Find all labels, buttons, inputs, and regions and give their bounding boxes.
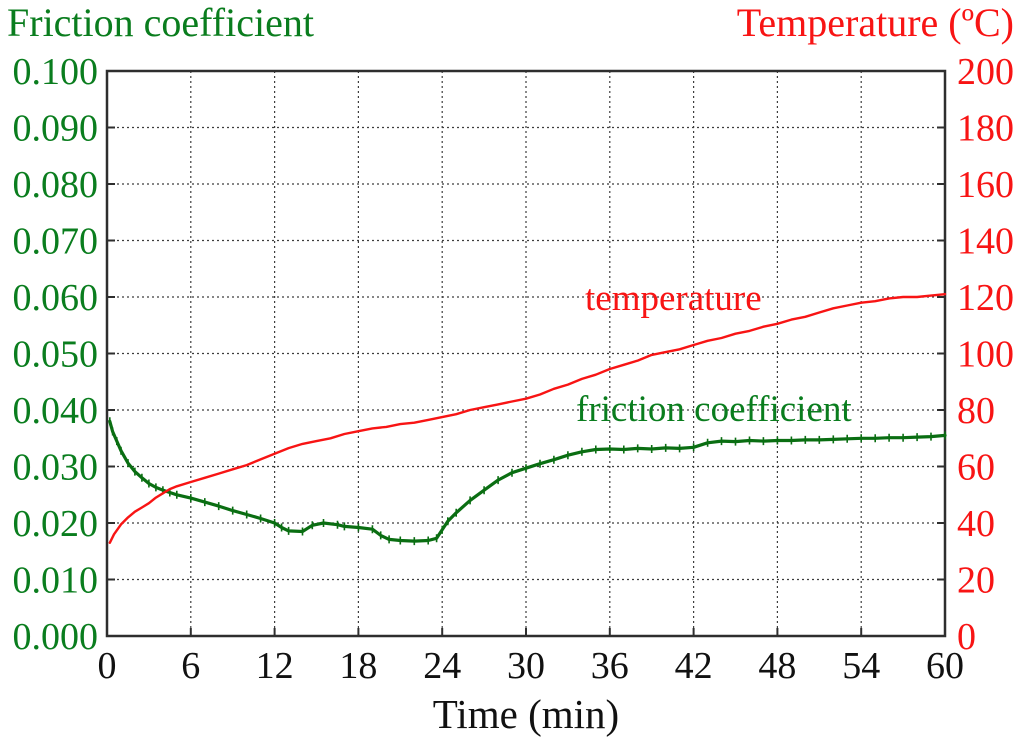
svg-text:0.020: 0.020 xyxy=(13,503,99,545)
friction-coefficient-line xyxy=(108,419,947,543)
x-axis-title: Time (min) xyxy=(432,691,620,737)
svg-text:24: 24 xyxy=(423,645,461,687)
svg-text:60: 60 xyxy=(926,645,964,687)
svg-text:0: 0 xyxy=(98,645,117,687)
svg-text:40: 40 xyxy=(957,503,995,545)
svg-text:180: 180 xyxy=(957,108,1014,150)
svg-text:160: 160 xyxy=(957,164,1014,206)
temperature-annotation: temperature xyxy=(585,278,762,319)
svg-text:0.090: 0.090 xyxy=(13,108,99,150)
svg-text:0.000: 0.000 xyxy=(13,616,99,658)
svg-text:0: 0 xyxy=(957,616,976,658)
svg-text:140: 140 xyxy=(957,221,1014,263)
svg-text:0.040: 0.040 xyxy=(13,390,99,432)
temperature-line xyxy=(108,293,947,544)
grid-lines xyxy=(107,71,945,636)
svg-text:18: 18 xyxy=(339,645,377,687)
svg-text:12: 12 xyxy=(256,645,294,687)
left-axis-tick-labels: 0.100 0.090 0.080 0.070 0.060 0.050 0.040 0.030… xyxy=(13,51,99,658)
svg-text:0.080: 0.080 xyxy=(13,164,99,206)
svg-text:20: 20 xyxy=(957,560,995,602)
svg-text:0.030: 0.030 xyxy=(13,447,99,489)
svg-text:80: 80 xyxy=(957,390,995,432)
friction-coefficient-noise-ticks xyxy=(109,417,946,546)
svg-text:60: 60 xyxy=(957,447,995,489)
svg-text:6: 6 xyxy=(181,645,200,687)
svg-text:0.100: 0.100 xyxy=(13,51,99,93)
svg-text:54: 54 xyxy=(842,645,880,687)
x-axis-tick-labels: 0 6 12 18 24 30 36 42 48 54 60 xyxy=(98,645,965,687)
svg-text:48: 48 xyxy=(758,645,796,687)
right-axis-title: Temperature (ºC) xyxy=(736,0,1014,45)
svg-text:120: 120 xyxy=(957,277,1014,319)
svg-text:30: 30 xyxy=(507,645,545,687)
svg-text:0.010: 0.010 xyxy=(13,560,99,602)
friction-annotation: friction coefficient xyxy=(576,389,852,430)
svg-text:200: 200 xyxy=(957,51,1014,93)
svg-text:42: 42 xyxy=(675,645,713,687)
axis-ticks xyxy=(106,70,946,637)
left-axis-title: Friction coefficient xyxy=(7,0,314,45)
svg-text:0.060: 0.060 xyxy=(13,277,99,319)
svg-text:0.050: 0.050 xyxy=(13,334,99,376)
svg-text:36: 36 xyxy=(591,645,629,687)
svg-text:0.070: 0.070 xyxy=(13,221,99,263)
svg-text:100: 100 xyxy=(957,334,1014,376)
